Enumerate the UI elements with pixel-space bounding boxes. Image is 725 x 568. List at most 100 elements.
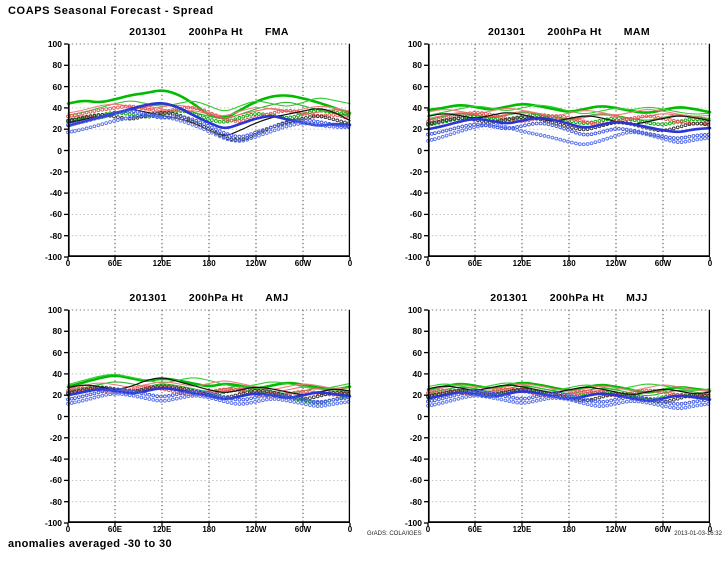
y-axis-tick-label: -100: [404, 252, 422, 262]
y-axis-tick-label: -100: [404, 518, 422, 528]
y-axis-tick-label: 80: [412, 60, 422, 71]
y-axis-tick-label: 40: [412, 102, 422, 113]
series-green-thin-1: [427, 104, 711, 116]
y-axis-tick-label: -40: [49, 188, 62, 199]
y-axis-tick-label: -40: [409, 454, 422, 465]
x-axis-tick-label: 60W: [294, 259, 312, 268]
gridlines: [68, 43, 350, 257]
gridlines: [428, 43, 710, 257]
plot-canvas: [64, 309, 352, 527]
timestamp: 2013-01-03-16:32: [674, 531, 722, 537]
x-axis-tick-label: 120W: [245, 259, 267, 268]
footer-note: anomalies averaged -30 to 30: [8, 538, 173, 550]
series-blue-thick: [426, 116, 712, 134]
y-axis-tick-label: -20: [49, 432, 62, 443]
x-axis-tick-label: 0: [65, 525, 71, 534]
y-axis-tick-label: -80: [409, 496, 422, 507]
y-axis-tick-label: 100: [47, 39, 62, 49]
x-axis-tick-label: 60E: [107, 525, 123, 534]
x-axis-tick-label: 120W: [605, 525, 627, 534]
series-blue-circles-1: [66, 391, 351, 408]
y-axis-tick-label: 80: [52, 326, 62, 337]
plot-canvas: [424, 43, 712, 261]
y-axis-tick-label: 20: [52, 124, 62, 135]
y-axis-tick-label: 100: [407, 39, 422, 49]
x-axis-tick-label: 60E: [467, 259, 483, 268]
series-blue-circles-2: [66, 387, 351, 404]
y-axis-tick-label: 60: [52, 81, 62, 92]
series-green-thick: [66, 374, 352, 391]
x-axis-tick-label: 120E: [512, 525, 532, 534]
y-axis-tick-label: 80: [412, 326, 422, 337]
y-axis-tick-label: -20: [409, 432, 422, 443]
series-red-solid-1: [67, 380, 351, 390]
y-axis-tick-label: -100: [44, 252, 62, 262]
x-axis-tick-label: 0: [347, 525, 353, 534]
y-axis-tick-label: -80: [49, 230, 62, 241]
x-axis-tick-label: 60E: [107, 259, 123, 268]
plot-canvas: [424, 309, 712, 527]
y-axis-tick-label: -60: [409, 209, 422, 220]
x-axis-tick-label: 120E: [152, 259, 172, 268]
y-axis-tick-label: 40: [52, 102, 62, 113]
y-axis-tick-label: 60: [52, 347, 62, 358]
y-axis-tick-label: -80: [49, 496, 62, 507]
panel-title: 201301 200hPa Ht MAM: [428, 26, 710, 38]
x-axis-tick-label: 60W: [294, 525, 312, 534]
x-axis-tick-label: 180: [562, 525, 576, 534]
x-axis-tick-label: 0: [425, 525, 431, 534]
x-axis-tick-label: 120W: [605, 259, 627, 268]
y-axis-tick-label: 100: [407, 305, 422, 315]
panel-title-date: 201301: [129, 26, 167, 38]
y-axis-tick-label: 60: [412, 81, 422, 92]
series-blue-circles-2: [66, 109, 351, 139]
plot-frame: [64, 43, 351, 261]
panel-title-date: 201301: [490, 292, 528, 304]
series-blue-circles-2: [426, 389, 711, 406]
panel-title-date: 201301: [487, 26, 526, 38]
y-axis-tick-label: -40: [409, 188, 422, 199]
chart-panel-mjj: 201301 200hPa Ht MJJ 100 80 60 40 20 0 -20 -40 -60 -…: [405, 292, 712, 534]
y-axis-tick-label: 60: [412, 347, 422, 358]
y-axis-tick-label: 40: [412, 368, 422, 379]
x-axis-tick-label: 120E: [512, 259, 532, 268]
x-axis-tick-label: 60E: [467, 525, 483, 534]
panel-title-field: 200hPa Ht: [188, 292, 244, 304]
plot-canvas: [64, 43, 352, 261]
y-axis-tick-label: -40: [49, 454, 62, 465]
chart-panel-mam: 201301 200hPa Ht MAM 100 80 60 40 20 0 -20 -40 -60 -…: [405, 26, 712, 268]
y-axis-tick-label: -60: [49, 209, 62, 220]
panel-title-season: FMA: [264, 26, 289, 38]
panel-title-date: 201301: [129, 292, 167, 304]
y-axis-tick-label: 100: [47, 305, 62, 315]
series-blue-circles-1: [426, 393, 711, 411]
x-axis-tick-label: 120W: [245, 525, 267, 534]
x-axis-tick-label: 60W: [654, 525, 672, 534]
panel-title: 201301 200hPa Ht MJJ: [428, 292, 710, 304]
y-axis-tick-label: 0: [57, 145, 62, 156]
x-axis-tick-label: 180: [562, 259, 576, 268]
y-axis-tick-label: -20: [409, 166, 422, 177]
x-axis-tick-label: 180: [202, 259, 216, 268]
y-axis-tick-label: 20: [412, 124, 422, 135]
y-axis-tick-label: 40: [52, 368, 62, 379]
y-axis-tick-label: 0: [417, 411, 422, 422]
chart-panel-amj: 201301 200hPa Ht AMJ 100 80 60 40 20 0 -20 -40 -60 -…: [45, 292, 352, 534]
x-axis-tick-label: 0: [347, 259, 353, 268]
x-axis-tick-label: 180: [202, 525, 216, 534]
x-axis-tick-label: 0: [707, 525, 713, 534]
panel-title-field: 200hPa Ht: [547, 26, 602, 38]
series-blue-circles-1: [426, 122, 711, 147]
page-title: COAPS Seasonal Forecast - Spread: [8, 5, 214, 17]
x-axis-tick-label: 120E: [152, 525, 172, 534]
chart-panel-fma: 201301 200hPa Ht FMA 100 80 60 40 20 0 -20 -40 -60 -…: [45, 26, 352, 268]
y-axis-tick-label: 20: [52, 390, 62, 401]
gridlines: [68, 309, 350, 523]
x-axis-tick-label: 0: [425, 259, 431, 268]
gridlines: [428, 309, 710, 523]
plot-frame: [64, 309, 351, 527]
panel-title-field: 200hPa Ht: [188, 26, 243, 38]
panel-title: 201301 200hPa Ht AMJ: [68, 292, 350, 304]
series-red-solid-1: [427, 383, 711, 392]
